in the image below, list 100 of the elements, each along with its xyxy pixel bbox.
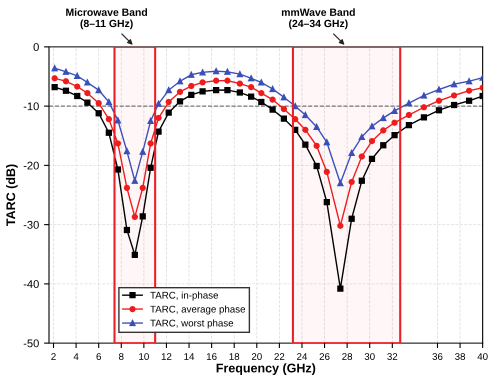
point	[368, 123, 376, 130]
point	[280, 115, 288, 122]
point	[391, 132, 398, 138]
point	[391, 120, 398, 126]
point	[436, 86, 442, 93]
point	[466, 88, 472, 94]
point	[199, 79, 206, 86]
x-tick-label: 2	[51, 353, 56, 360]
point	[148, 118, 154, 124]
point	[224, 78, 231, 84]
band-label: mmWave Band (24–34 GHz)	[282, 8, 355, 30]
y-tick-label: -30	[24, 220, 39, 229]
x-tick-label: 10	[139, 353, 149, 360]
point	[436, 107, 442, 114]
point	[280, 106, 288, 112]
y-tick-label: -50	[24, 339, 39, 348]
x-axis-title: Frequency (GHz)	[216, 363, 316, 375]
point	[368, 138, 376, 144]
point	[258, 79, 264, 86]
point	[348, 178, 355, 186]
point	[302, 126, 308, 133]
x-tick-label: 28	[342, 353, 352, 360]
point	[199, 88, 206, 94]
legend-label: TARC, worst phase	[150, 319, 234, 328]
point	[166, 98, 172, 106]
x-tick-label: 8	[118, 353, 124, 360]
x-tick-label: 12	[162, 353, 172, 360]
x-tick-label: 38	[455, 353, 466, 360]
point	[380, 114, 386, 122]
point	[258, 90, 264, 96]
point	[269, 106, 276, 113]
point	[114, 117, 122, 124]
point	[314, 142, 320, 149]
point	[140, 184, 146, 192]
point	[132, 252, 138, 258]
x-tick-label: 20	[252, 353, 262, 360]
point	[140, 213, 146, 220]
x-tick-label: 36	[432, 353, 442, 360]
point	[348, 216, 355, 222]
point	[224, 68, 231, 75]
point	[248, 94, 254, 100]
point	[269, 86, 276, 92]
x-tick-label: 26	[320, 353, 330, 360]
point	[176, 78, 184, 84]
point	[236, 80, 243, 87]
point	[84, 99, 91, 106]
point	[358, 134, 365, 140]
legend-label: TARC, in-phase	[150, 292, 218, 301]
point	[62, 88, 70, 94]
point	[337, 222, 344, 229]
point	[348, 150, 355, 156]
point	[52, 75, 58, 82]
x-tick-label: 32	[387, 353, 398, 360]
point	[302, 142, 308, 148]
point	[258, 98, 264, 106]
point	[302, 112, 308, 118]
band-label: Microwave Band (8–11 GHz)	[66, 8, 148, 30]
point	[324, 168, 330, 176]
point	[124, 184, 130, 192]
point	[124, 148, 130, 154]
x-tick-label: 4	[74, 353, 79, 360]
point	[155, 114, 162, 122]
point	[84, 79, 91, 86]
point	[106, 98, 112, 106]
y-tick-label: -20	[24, 162, 39, 170]
point	[213, 87, 220, 94]
point	[199, 69, 206, 76]
point	[62, 68, 70, 75]
point	[188, 82, 194, 90]
point	[450, 102, 458, 108]
point	[148, 140, 154, 147]
point	[166, 110, 172, 116]
point	[176, 88, 184, 96]
x-tick-label: 30	[364, 353, 375, 360]
point	[406, 100, 412, 106]
point	[280, 94, 288, 100]
point	[96, 110, 102, 116]
x-tick-label: 16	[206, 353, 217, 360]
point	[188, 92, 194, 98]
point	[236, 89, 243, 96]
point	[96, 100, 102, 106]
y-tick-label: 0	[34, 43, 39, 52]
point	[84, 90, 91, 96]
y-tick-label: -10	[24, 102, 39, 110]
point	[124, 226, 130, 234]
point	[224, 87, 231, 94]
point	[74, 83, 80, 90]
point	[380, 127, 386, 134]
point	[450, 92, 458, 99]
point	[324, 198, 330, 206]
point	[450, 81, 458, 88]
point	[420, 92, 428, 99]
point	[106, 130, 112, 136]
point	[213, 78, 220, 84]
point	[420, 114, 428, 121]
point	[391, 108, 398, 114]
point	[155, 100, 162, 107]
point	[248, 84, 254, 90]
y-tick-label: -40	[24, 280, 39, 288]
point	[132, 214, 138, 220]
